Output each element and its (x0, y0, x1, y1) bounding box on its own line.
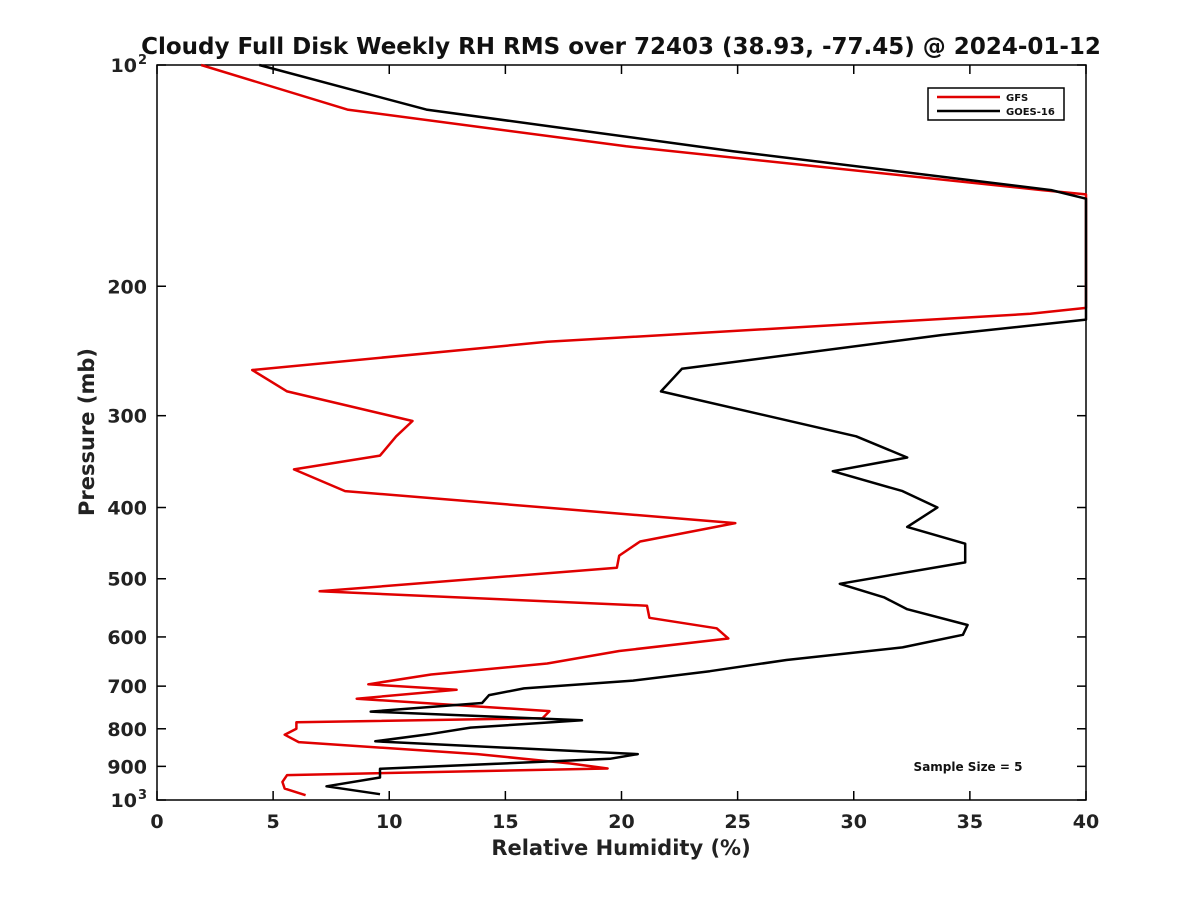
x-tick-label: 40 (1073, 811, 1099, 833)
x-axis: 0 5 10 15 20 25 30 35 40 (150, 65, 1099, 833)
x-tick-label: 25 (724, 811, 750, 833)
y-tick-label: 700 (107, 676, 147, 698)
chart-title: Cloudy Full Disk Weekly RH RMS over 7240… (141, 34, 1101, 60)
x-tick-label: 30 (841, 811, 867, 833)
x-axis-label: Relative Humidity (%) (491, 836, 750, 860)
series-lines (200, 63, 1088, 797)
x-tick-label: 20 (608, 811, 634, 833)
y-tick-label: 800 (107, 719, 147, 741)
legend-box (927, 87, 1065, 121)
y-tick-exponent: 3 (138, 788, 147, 803)
x-tick-label: 0 (150, 811, 163, 833)
y-tick-label: 500 (107, 569, 147, 591)
series-line-gfs (200, 63, 1088, 797)
x-tick-label: 35 (957, 811, 983, 833)
y-axis-label: Pressure (mb) (75, 348, 99, 516)
y-tick-label: 300 (107, 406, 147, 428)
y-tick-exponent: 2 (138, 53, 147, 68)
y-tick-label: 400 (107, 498, 147, 520)
legend-label-gfs: GFS (1006, 93, 1028, 104)
y-tick-label: 10 (111, 790, 137, 812)
x-tick-label: 15 (492, 811, 518, 833)
x-tick-label: 5 (267, 811, 280, 833)
sample-size-annotation: Sample Size = 5 (914, 760, 1023, 774)
y-tick-label: 10 (111, 55, 137, 77)
plot-frame (156, 64, 1087, 801)
y-tick-label: 900 (107, 756, 147, 778)
legend-label-goes16: GOES-16 (1006, 107, 1055, 118)
legend: GFS GOES-16 (927, 87, 1065, 121)
x-tick-label: 10 (376, 811, 402, 833)
series-line-goes16 (258, 63, 1088, 796)
y-tick-label: 200 (107, 276, 147, 298)
y-tick-label: 600 (107, 627, 147, 649)
